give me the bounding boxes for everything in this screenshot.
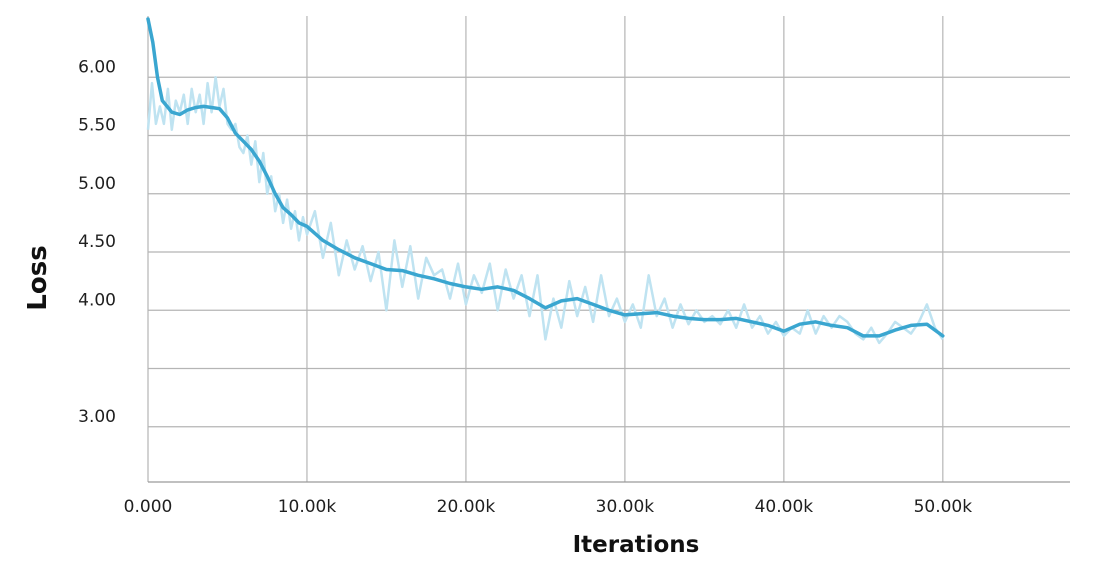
y-axis-ticks: 3.00 4.00 4.50 5.00 5.50 6.00: [78, 57, 116, 427]
x-tick-label: 50.00k: [914, 497, 973, 517]
y-tick-label: 5.00: [78, 174, 116, 194]
x-axis-ticks: 0.000 10.00k 20.00k 30.00k 40.00k 50.00k: [124, 497, 973, 517]
y-tick-label: 6.00: [78, 57, 116, 77]
y-tick-label: 4.00: [78, 290, 116, 310]
x-tick-label: 10.00k: [278, 497, 337, 517]
y-axis-title: Loss: [23, 245, 53, 310]
raw-loss-line: [146, 76, 944, 345]
y-tick-label: 4.50: [78, 232, 116, 252]
y-tick-label: 3.00: [78, 407, 116, 427]
x-tick-label: 40.00k: [755, 497, 814, 517]
x-tick-label: 30.00k: [596, 497, 655, 517]
x-tick-label: 20.00k: [437, 497, 496, 517]
smoothed-loss-line: [146, 17, 945, 338]
gridlines: [147, 16, 1070, 483]
y-tick-label: 5.50: [78, 116, 116, 136]
smoothed-series: [146, 17, 945, 338]
x-axis-title: Iterations: [573, 532, 700, 558]
x-tick-label: 0.000: [124, 497, 173, 517]
raw-series: [146, 76, 944, 345]
